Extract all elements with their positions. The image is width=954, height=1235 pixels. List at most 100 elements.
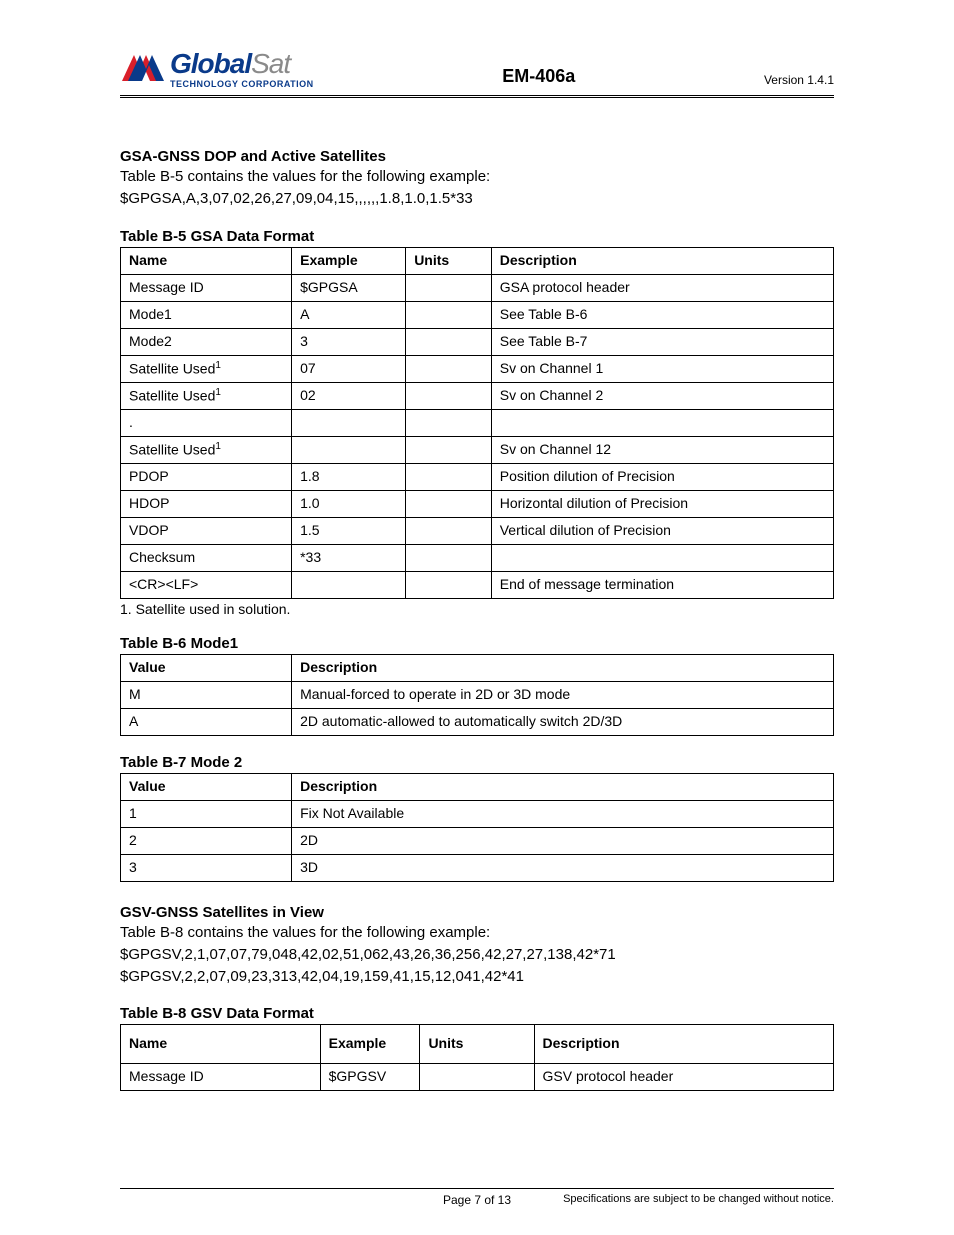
- cell: Checksum: [121, 544, 292, 571]
- gsa-intro: Table B-5 contains the values for the fo…: [120, 167, 834, 187]
- logo: GlobalSat TECHNOLOGY CORPORATION: [120, 50, 314, 89]
- cell: [292, 409, 406, 436]
- column-header: Description: [491, 247, 833, 274]
- logo-text-global: Global: [170, 48, 251, 79]
- cell: <CR><LF>: [121, 571, 292, 598]
- cell: A: [292, 301, 406, 328]
- table-b7-caption: Table B-7 Mode 2: [120, 754, 834, 771]
- cell: $GPGSA: [292, 274, 406, 301]
- gsv-heading: GSV-GNSS Satellites in View: [120, 904, 834, 921]
- cell: Vertical dilution of Precision: [491, 517, 833, 544]
- cell: 07: [292, 355, 406, 382]
- table-row: 1Fix Not Available: [121, 800, 834, 827]
- cell: [406, 436, 492, 463]
- cell: GSA protocol header: [491, 274, 833, 301]
- column-header: Units: [420, 1025, 534, 1064]
- column-header: Description: [292, 654, 834, 681]
- cell: [406, 355, 492, 382]
- cell: 2D: [292, 827, 834, 854]
- cell: Sv on Channel 12: [491, 436, 833, 463]
- doc-version: Version 1.4.1: [764, 73, 834, 89]
- logo-text-sat: Sat: [251, 48, 290, 79]
- table-row: MManual-forced to operate in 2D or 3D mo…: [121, 681, 834, 708]
- cell: Sv on Channel 1: [491, 355, 833, 382]
- table-row: <CR><LF> End of message termination: [121, 571, 834, 598]
- table-row: VDOP1.5 Vertical dilution of Precision: [121, 517, 834, 544]
- cell: [406, 571, 492, 598]
- cell: Satellite Used1: [121, 436, 292, 463]
- cell: A: [121, 708, 292, 735]
- cell: Mode2: [121, 328, 292, 355]
- table-row: Satellite Used102 Sv on Channel 2: [121, 382, 834, 409]
- cell: $GPGSV: [320, 1064, 420, 1091]
- cell: 1.8: [292, 463, 406, 490]
- table-b5-footnote: 1. Satellite used in solution.: [120, 601, 834, 617]
- gsa-example: $GPGSA,A,3,07,02,26,27,09,04,15,,,,,,1.8…: [120, 189, 834, 209]
- column-header: Units: [406, 247, 492, 274]
- table-b8: NameExampleUnitsDescription Message ID$G…: [120, 1024, 834, 1091]
- table-b6-caption: Table B-6 Mode1: [120, 635, 834, 652]
- cell: 1: [121, 800, 292, 827]
- column-header: Description: [292, 773, 834, 800]
- column-header: Value: [121, 773, 292, 800]
- table-header-row: NameExampleUnitsDescription: [121, 1025, 834, 1064]
- globalsat-logo-icon: [120, 51, 166, 89]
- cell: VDOP: [121, 517, 292, 544]
- table-row: Message ID$GPGSV GSV protocol header: [121, 1064, 834, 1091]
- cell: HDOP: [121, 490, 292, 517]
- cell: 3: [121, 854, 292, 881]
- cell: 2D automatic-allowed to automatically sw…: [292, 708, 834, 735]
- cell: [406, 544, 492, 571]
- table-header-row: NameExampleUnitsDescription: [121, 247, 834, 274]
- cell: 2: [121, 827, 292, 854]
- cell: [406, 274, 492, 301]
- cell: 1.5: [292, 517, 406, 544]
- doc-title: EM-406a: [314, 66, 764, 89]
- cell: [406, 463, 492, 490]
- cell: 3: [292, 328, 406, 355]
- table-row: Message ID$GPGSAGSA protocol header: [121, 274, 834, 301]
- cell: Message ID: [121, 1064, 321, 1091]
- table-row: Satellite Used1 Sv on Channel 12: [121, 436, 834, 463]
- cell: Mode1: [121, 301, 292, 328]
- cell: Position dilution of Precision: [491, 463, 833, 490]
- cell: Fix Not Available: [292, 800, 834, 827]
- cell: Satellite Used1: [121, 382, 292, 409]
- gsv-line2: $GPGSV,2,2,07,09,23,313,42,04,19,159,41,…: [120, 967, 834, 987]
- cell: GSV protocol header: [534, 1064, 833, 1091]
- cell: [406, 517, 492, 544]
- cell: Manual-forced to operate in 2D or 3D mod…: [292, 681, 834, 708]
- page-header: GlobalSat TECHNOLOGY CORPORATION EM-406a…: [120, 50, 834, 98]
- cell: PDOP: [121, 463, 292, 490]
- column-header: Value: [121, 654, 292, 681]
- cell: See Table B-7: [491, 328, 833, 355]
- cell: Horizontal dilution of Precision: [491, 490, 833, 517]
- table-row: HDOP1.0Horizontal dilution of Precision: [121, 490, 834, 517]
- cell: M: [121, 681, 292, 708]
- table-header-row: ValueDescription: [121, 654, 834, 681]
- cell: 02: [292, 382, 406, 409]
- column-header: Example: [320, 1025, 420, 1064]
- table-b7: ValueDescription 1Fix Not Available22D33…: [120, 773, 834, 882]
- cell: *33: [292, 544, 406, 571]
- cell: Sv on Channel 2: [491, 382, 833, 409]
- page-footer: Page 7 of 13 Specifications are subject …: [120, 1188, 834, 1205]
- column-header: Name: [121, 1025, 321, 1064]
- cell: 3D: [292, 854, 834, 881]
- column-header: Example: [292, 247, 406, 274]
- gsv-intro: Table B-8 contains the values for the fo…: [120, 923, 834, 943]
- table-row: Mode23 See Table B-7: [121, 328, 834, 355]
- cell: [491, 409, 833, 436]
- table-b5-caption: Table B-5 GSA Data Format: [120, 228, 834, 245]
- cell: Satellite Used1: [121, 355, 292, 382]
- cell: [406, 382, 492, 409]
- cell: [292, 436, 406, 463]
- cell: .: [121, 409, 292, 436]
- cell: [406, 409, 492, 436]
- cell: [491, 544, 833, 571]
- table-row: Mode1ASee Table B-6: [121, 301, 834, 328]
- table-row: PDOP1.8 Position dilution of Precision: [121, 463, 834, 490]
- cell: [406, 328, 492, 355]
- table-row: .: [121, 409, 834, 436]
- cell: End of message termination: [491, 571, 833, 598]
